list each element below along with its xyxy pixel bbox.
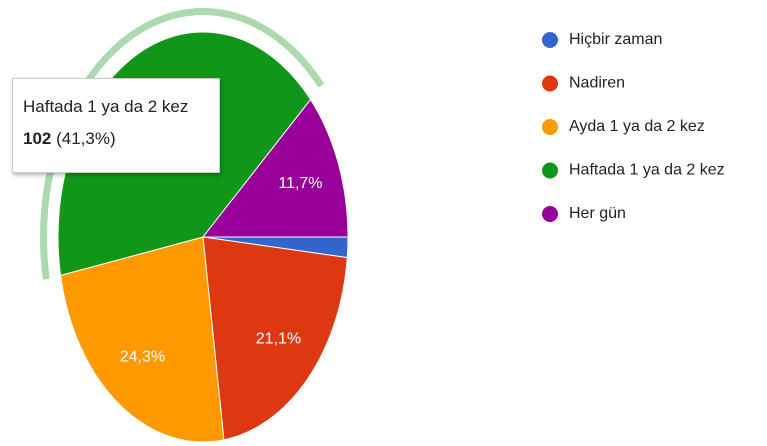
legend-label: Ayda 1 ya da 2 kez <box>569 118 705 135</box>
legend-swatch <box>542 162 558 179</box>
pie-slice <box>60 236 225 443</box>
legend-label: Haftada 1 ya da 2 kez <box>569 162 725 179</box>
tooltip-count: 102 <box>23 129 52 148</box>
pie-slice <box>201 98 349 238</box>
legend-swatch <box>542 32 558 48</box>
slice-label: 24,3% <box>120 348 165 365</box>
legend-label: Nadiren <box>569 75 625 92</box>
tooltip-value: 102 (41,3%) <box>23 129 219 149</box>
highlight-ring <box>40 8 325 280</box>
tooltip: Haftada 1 ya da 2 kez 102 (41,3%) <box>12 78 220 173</box>
legend-label: Hiçbir zaman <box>569 31 662 48</box>
legend-swatch <box>542 206 558 222</box>
slice-label: 11,7% <box>278 175 322 192</box>
slice-label: 21,1% <box>256 330 301 347</box>
tooltip-percent: (41,3%) <box>56 129 116 148</box>
legend-swatch <box>542 119 558 135</box>
tooltip-title: Haftada 1 ya da 2 kez <box>23 97 189 116</box>
legend-swatch <box>542 75 558 92</box>
legend-label: Her gün <box>569 205 626 222</box>
pie-slice <box>202 236 348 441</box>
